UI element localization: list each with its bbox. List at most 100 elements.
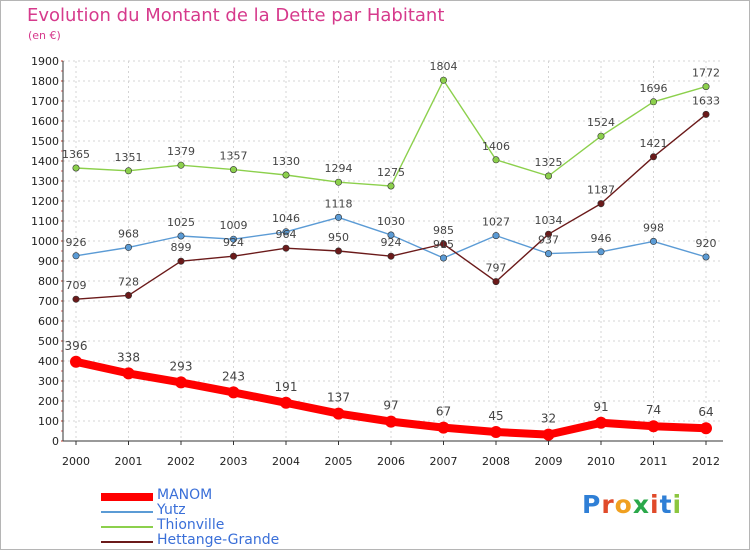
data-point-manom	[542, 428, 555, 441]
data-point-thionville	[544, 172, 552, 180]
data-point-hettange-grande	[597, 200, 605, 208]
data-label-manom: 396	[65, 339, 88, 353]
y-tick-label: 1700	[31, 95, 59, 108]
logo-letter: x	[632, 490, 650, 519]
y-tick-label: 1300	[31, 175, 59, 188]
data-point-manom	[280, 396, 292, 409]
plot-area	[63, 61, 723, 441]
y-tick-label: 100	[38, 415, 59, 428]
x-tick-label: 2007	[430, 455, 458, 468]
data-label-manom: 45	[488, 409, 503, 423]
x-tick-label: 2003	[220, 455, 248, 468]
data-label-manom: 137	[327, 391, 350, 405]
data-point-yutz	[230, 235, 238, 243]
data-point-hettange-grande	[544, 230, 552, 238]
legend-label-hettange-grande: Hettange-Grande	[157, 532, 280, 548]
data-label-hettange-grande: 1421	[640, 137, 668, 150]
data-label-thionville: 1351	[115, 151, 143, 164]
series-manom	[70, 355, 712, 441]
data-point-thionville	[702, 83, 710, 91]
data-label-manom: 191	[275, 380, 298, 394]
data-label-hettange-grande: 1633	[692, 94, 720, 107]
chart-title: Evolution du Montant de la Dette par Hab…	[27, 5, 445, 26]
y-tick-label: 700	[38, 295, 59, 308]
data-label-yutz: 1118	[325, 197, 353, 210]
data-label-hettange-grande: 728	[118, 275, 139, 288]
data-point-manom	[70, 355, 82, 368]
data-point-yutz	[125, 243, 133, 251]
x-tick-label: 2002	[167, 455, 195, 468]
data-point-manom	[647, 420, 660, 433]
data-point-yutz	[387, 231, 395, 239]
data-label-thionville: 1379	[167, 145, 195, 158]
data-label-manom: 64	[698, 405, 713, 419]
data-label-manom: 243	[222, 369, 245, 383]
x-tick-label: 2006	[377, 455, 405, 468]
data-label-manom: 293	[170, 359, 193, 373]
data-point-yutz	[334, 213, 342, 221]
logo-letter: P	[582, 490, 602, 519]
data-point-yutz	[282, 228, 290, 236]
logo-letter: i	[672, 490, 683, 519]
data-label-yutz: 998	[643, 221, 664, 234]
data-point-yutz	[702, 253, 710, 261]
data-label-yutz: 1027	[482, 216, 510, 229]
proxiti-logo: Proxiti	[582, 490, 682, 519]
data-label-thionville: 1804	[430, 60, 458, 73]
x-tick-label: 2011	[640, 455, 668, 468]
data-point-thionville	[177, 161, 185, 169]
data-label-hettange-grande: 985	[433, 224, 454, 237]
data-label-manom: 67	[436, 405, 451, 419]
logo-letter: r	[601, 490, 615, 519]
data-point-manom	[122, 367, 135, 380]
chart-subtitle: (en €)	[28, 29, 61, 42]
data-label-thionville: 1275	[377, 166, 405, 179]
data-point-manom	[595, 416, 607, 429]
x-tick-label: 2005	[325, 455, 353, 468]
y-tick-label: 1600	[31, 115, 59, 128]
y-tick-label: 1200	[31, 195, 59, 208]
data-label-yutz: 920	[696, 237, 717, 250]
data-point-yutz	[544, 250, 552, 258]
y-tick-label: 800	[38, 275, 59, 288]
legend-swatch-manom	[101, 493, 153, 501]
data-point-yutz	[492, 232, 500, 240]
legend-label-thionville: Thionville	[157, 517, 225, 533]
grid	[63, 60, 723, 441]
data-label-thionville: 1294	[325, 162, 353, 175]
data-label-hettange-grande: 964	[276, 228, 297, 241]
data-point-yutz	[597, 248, 605, 256]
series-hettange-grande	[72, 110, 710, 303]
data-point-thionville	[387, 182, 395, 190]
legend-label-yutz: Yutz	[157, 502, 186, 518]
data-point-hettange-grande	[177, 257, 185, 265]
data-label-hettange-grande: 899	[171, 241, 192, 254]
data-label-manom: 74	[646, 403, 661, 417]
legend-swatch-hettange-grande	[101, 541, 153, 543]
data-label-yutz: 915	[433, 238, 454, 251]
data-point-thionville	[492, 156, 500, 164]
data-label-thionville: 1325	[535, 156, 563, 169]
series-layer	[70, 76, 712, 441]
y-tick-label: 1000	[31, 235, 59, 248]
data-point-hettange-grande	[492, 278, 500, 286]
data-point-yutz	[649, 237, 657, 245]
legend-swatch-thionville	[101, 526, 153, 528]
data-point-hettange-grande	[282, 244, 290, 252]
data-label-thionville: 1524	[587, 116, 615, 129]
y-tick-label: 300	[38, 375, 59, 388]
data-labels: 926 968 1025 1009 1046 1118 1030 915 1027 937 946 9…	[62, 60, 720, 425]
x-tick-label: 2009	[535, 455, 563, 468]
data-label-thionville: 1406	[482, 140, 510, 153]
axes: 0 100 200 300 400 500 600 700 800 900 1000 1100 1200…	[31, 55, 723, 468]
x-tick-label: 2001	[115, 455, 143, 468]
data-point-thionville	[282, 171, 290, 179]
data-label-yutz: 1030	[377, 215, 405, 228]
data-label-hettange-grande: 797	[486, 262, 507, 275]
data-point-hettange-grande	[702, 110, 710, 118]
data-label-thionville: 1772	[692, 67, 720, 80]
y-tick-label: 1900	[31, 55, 59, 68]
data-point-hettange-grande	[387, 252, 395, 260]
legend-label-manom: MANOM	[157, 487, 213, 503]
